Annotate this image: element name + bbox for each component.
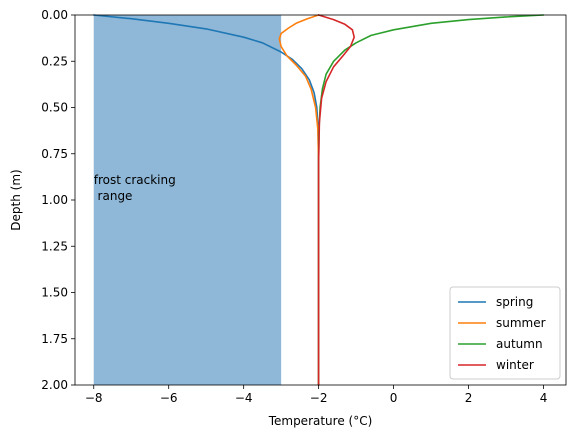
frost-cracking-annotation: frost cracking range xyxy=(94,173,176,203)
legend-entry-winter[interactable]: winter xyxy=(458,358,534,372)
x-axis-label: Temperature (°C) xyxy=(268,414,373,428)
y-axis-label: Depth (m) xyxy=(9,169,23,230)
legend-box xyxy=(449,286,561,380)
legend-label: summer xyxy=(496,316,546,330)
x-tick-label: −4 xyxy=(235,391,253,405)
legend-label: spring xyxy=(496,295,533,309)
legend-entry-spring[interactable]: spring xyxy=(458,295,533,309)
legend-label: autumn xyxy=(496,337,543,351)
x-tick-label: −2 xyxy=(310,391,328,405)
x-tick-label: −6 xyxy=(160,391,178,405)
y-tick-label: 0.75 xyxy=(41,147,68,161)
y-tick-label: 2.00 xyxy=(41,378,68,392)
shade-layer xyxy=(93,15,282,385)
series-layer xyxy=(92,14,545,386)
y-tick-label: 1.00 xyxy=(41,193,68,207)
legend-entry-autumn[interactable]: autumn xyxy=(458,337,543,351)
y-tick-label: 0.25 xyxy=(41,54,68,68)
y-tick-label: 0.00 xyxy=(41,8,68,22)
y-tick-label: 1.50 xyxy=(41,286,68,300)
y-tick-label: 0.50 xyxy=(41,101,68,115)
x-tick-label: 0 xyxy=(390,391,398,405)
series-line-winter xyxy=(317,14,355,386)
legend-label: winter xyxy=(496,358,534,372)
x-tick-label: 4 xyxy=(540,391,548,405)
y-axis-ticks: 0.00 0.25 0.50 0.75 1.00 1.25 1.50 1.75 2.00 xyxy=(41,8,75,392)
x-axis-ticks: −8 −6 −4 −2 0 2 4 xyxy=(85,385,547,405)
x-tick-label: −8 xyxy=(85,391,103,405)
frost-cracking-band xyxy=(93,15,282,385)
legend[interactable]: spring summer autumn winter xyxy=(449,286,561,380)
legend-entry-summer[interactable]: summer xyxy=(458,316,546,330)
x-tick-label: 2 xyxy=(465,391,473,405)
series-line-summer xyxy=(278,14,320,386)
y-tick-label: 1.25 xyxy=(41,239,68,253)
y-tick-label: 1.75 xyxy=(41,332,68,346)
